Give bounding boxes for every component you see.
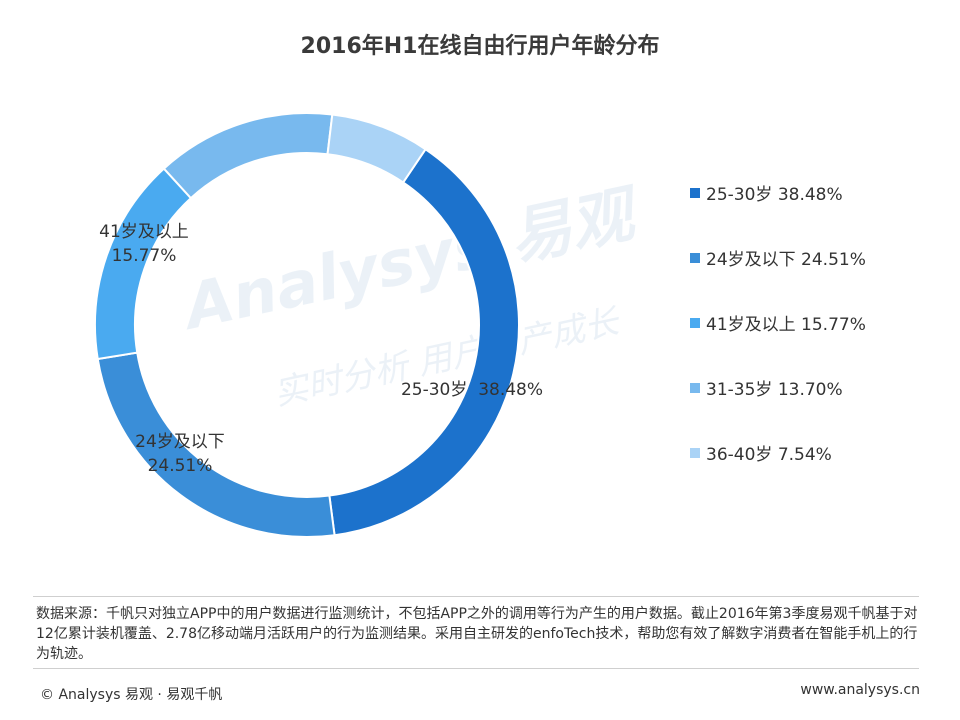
slice-25-30 xyxy=(328,147,520,537)
legend-item-25-30: 25-30岁 38.48% xyxy=(690,180,843,205)
legend-item-41-above: 41岁及以上 15.77% xyxy=(690,310,866,335)
chart-title: 2016年H1在线自由行用户年龄分布 xyxy=(300,34,660,59)
legend-swatch xyxy=(690,382,700,393)
slice-label-24-below: 24岁及以下 24.51% xyxy=(135,432,225,476)
legend-swatch xyxy=(690,317,700,328)
copyright: © Analysys 易观 · 易观千帆 xyxy=(40,687,223,703)
footer-divider-bottom xyxy=(33,668,919,669)
slice-label-41-above: 41岁及以上 15.77% xyxy=(99,222,189,266)
footer-divider xyxy=(33,596,919,597)
slice-31-35 xyxy=(162,112,334,200)
legend-item-31-35: 31-35岁 13.70% xyxy=(690,375,843,400)
legend-swatch xyxy=(690,187,700,198)
slice-36-40 xyxy=(326,113,427,184)
slice-label-25-30: 25-30岁 38.48% xyxy=(400,380,544,400)
legend-item-36-40: 36-40岁 7.54% xyxy=(690,440,832,465)
source-note: 数据来源：千帆只对独立APP中的用户数据进行监测统计，不包括APP之外的调用等行… xyxy=(36,606,918,662)
website-link[interactable]: www.analysys.cn xyxy=(800,682,920,698)
legend-swatch xyxy=(690,447,700,458)
legend-swatch xyxy=(690,252,700,263)
legend-item-24-below: 24岁及以下 24.51% xyxy=(690,245,866,270)
